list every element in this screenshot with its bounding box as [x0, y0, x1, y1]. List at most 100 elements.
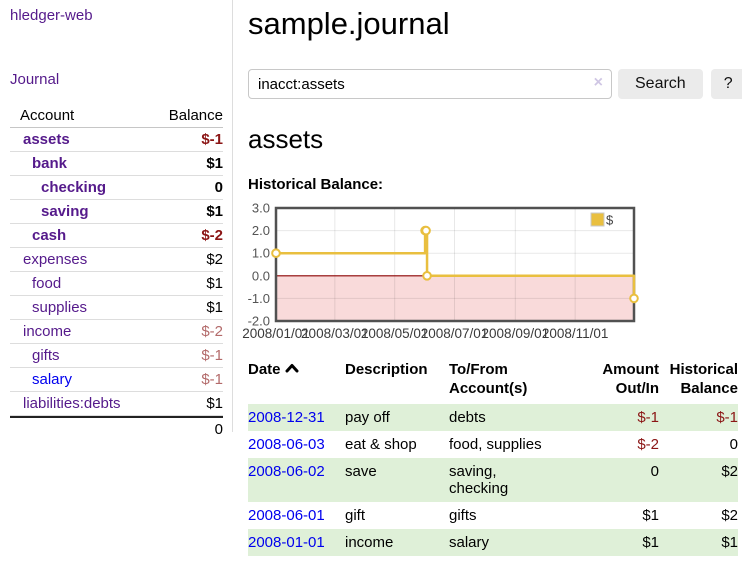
- accounts-table-header: Account Balance: [10, 104, 223, 128]
- transaction-description: income: [345, 534, 394, 551]
- col-header-date[interactable]: Date: [248, 358, 345, 404]
- account-row-gifts: gifts $-1: [10, 344, 223, 368]
- search-input[interactable]: [248, 69, 612, 99]
- sort-ascending-icon: [285, 364, 299, 373]
- transaction-amount: $-1: [637, 409, 659, 426]
- svg-text:2008/07/01: 2008/07/01: [421, 326, 489, 341]
- account-row-saving: saving $1: [10, 200, 223, 224]
- register-row[interactable]: 2008-06-02 save saving, checking 0 $2: [248, 458, 738, 502]
- account-balance: $1: [206, 299, 223, 316]
- transaction-balance: $2: [721, 507, 738, 524]
- account-link[interactable]: gifts: [32, 347, 60, 364]
- account-link[interactable]: expenses: [23, 251, 88, 268]
- account-link[interactable]: liabilities:debts: [23, 395, 121, 412]
- transaction-date-link[interactable]: 2008-12-31: [248, 409, 325, 426]
- transaction-accounts: salary: [449, 534, 490, 551]
- svg-text:0.0: 0.0: [252, 268, 270, 283]
- transaction-balance: $2: [721, 463, 738, 480]
- account-balance: $-2: [201, 323, 223, 340]
- svg-text:2008/05/01: 2008/05/01: [361, 326, 429, 341]
- transaction-amount: 0: [650, 463, 659, 480]
- transaction-date-link[interactable]: 2008-06-01: [248, 507, 325, 524]
- account-row-checking: checking 0: [10, 176, 223, 200]
- transaction-description: save: [345, 463, 377, 480]
- svg-text:2008/09/01: 2008/09/01: [482, 326, 550, 341]
- account-row-food: food $1: [10, 272, 223, 296]
- transaction-date-link[interactable]: 2008-06-02: [248, 463, 325, 480]
- transaction-amount: $1: [642, 507, 659, 524]
- chart-title: Historical Balance:: [248, 176, 384, 193]
- sidebar-divider: [232, 0, 233, 432]
- transaction-accounts: debts: [449, 409, 486, 426]
- sidebar-item-journal[interactable]: Journal: [10, 71, 60, 88]
- accounts-total-value: 0: [214, 421, 223, 438]
- svg-text:2008/11/01: 2008/11/01: [542, 326, 609, 341]
- col-header-amount: Amount Out/In: [602, 361, 659, 397]
- register-header-row: Date Description To/From Account(s) Amou…: [248, 358, 738, 404]
- historical-balance-chart: 3.0 2.0 1.0 0.0 -1.0 -2.02008/01/012008/03/01…: [242, 202, 639, 341]
- transaction-accounts: saving, checking: [449, 463, 509, 497]
- account-heading: assets: [248, 124, 324, 154]
- register-row[interactable]: 2008-12-31 pay off debts $-1 $-1: [248, 404, 738, 431]
- clear-search-icon[interactable]: ×: [593, 74, 603, 91]
- accounts-total-row: 0: [10, 416, 223, 441]
- account-balance: $1: [206, 155, 223, 172]
- svg-text:2.0: 2.0: [252, 223, 270, 238]
- brand-link[interactable]: hledger-web: [10, 7, 93, 24]
- account-balance: $-1: [201, 347, 223, 364]
- register-table: Date Description To/From Account(s) Amou…: [248, 358, 738, 556]
- account-row-assets: assets $-1: [10, 128, 223, 152]
- svg-text:2008/01/01: 2008/01/01: [242, 326, 310, 341]
- transaction-accounts: gifts: [449, 507, 477, 524]
- help-button[interactable]: ?: [710, 69, 742, 99]
- register-row[interactable]: 2008-01-01 income salary $1 $1: [248, 529, 738, 556]
- account-row-liabilities-debts: liabilities:debts $1: [10, 392, 223, 416]
- account-link[interactable]: assets: [23, 131, 70, 148]
- svg-text:1.0: 1.0: [252, 246, 270, 261]
- transaction-description: pay off: [345, 409, 390, 426]
- account-link[interactable]: bank: [32, 155, 68, 172]
- col-header-description: Description: [345, 361, 428, 378]
- account-link[interactable]: saving: [41, 203, 89, 220]
- account-row-expenses: expenses $2: [10, 248, 223, 272]
- transaction-description: eat & shop: [345, 436, 417, 453]
- register-row[interactable]: 2008-06-03 eat & shop food, supplies $-2…: [248, 431, 738, 458]
- transaction-balance: $1: [721, 534, 738, 551]
- transaction-balance: 0: [729, 436, 738, 453]
- account-link[interactable]: food: [32, 275, 62, 292]
- transaction-amount: $-2: [637, 436, 659, 453]
- account-balance: $2: [206, 251, 223, 268]
- search-button[interactable]: Search: [618, 69, 703, 99]
- account-link[interactable]: income: [23, 323, 72, 340]
- transaction-description: gift: [345, 507, 366, 524]
- main-content: sample.journal × Search ? assets Histori…: [240, 0, 742, 556]
- svg-text:2008/03/01: 2008/03/01: [301, 326, 369, 341]
- col-header-balance: Historical Balance: [669, 361, 738, 397]
- search-form: × Search ?: [248, 69, 742, 99]
- col-header-tofrom: To/From Account(s): [449, 361, 528, 397]
- transaction-accounts: food, supplies: [449, 436, 542, 453]
- account-row-cash: cash $-2: [10, 224, 223, 248]
- account-link[interactable]: cash: [32, 227, 67, 244]
- transaction-amount: $1: [642, 534, 659, 551]
- account-link[interactable]: salary: [32, 371, 73, 388]
- account-link[interactable]: supplies: [32, 299, 88, 316]
- balance-column-header: Balance: [168, 107, 223, 124]
- account-balance: $-1: [201, 131, 223, 148]
- account-balance: 0: [214, 179, 223, 196]
- search-input-wrap: ×: [248, 69, 612, 99]
- register-row[interactable]: 2008-06-01 gift gifts $1 $2: [248, 502, 738, 529]
- account-balance: $1: [206, 203, 223, 220]
- account-balance: $-1: [201, 371, 223, 388]
- svg-text:-1.0: -1.0: [248, 291, 270, 306]
- account-balance: $1: [206, 395, 223, 412]
- accounts-table: Account Balance assets $-1 bank $1 check…: [10, 104, 223, 441]
- transaction-date-link[interactable]: 2008-01-01: [248, 534, 325, 551]
- transaction-balance: $-1: [716, 409, 738, 426]
- transaction-date-link[interactable]: 2008-06-03: [248, 436, 325, 453]
- svg-text:$: $: [606, 213, 614, 228]
- svg-text:-2.0: -2.0: [248, 314, 270, 329]
- account-balance: $1: [206, 275, 223, 292]
- account-link[interactable]: checking: [41, 179, 107, 196]
- col-header-date-label: Date: [248, 361, 281, 378]
